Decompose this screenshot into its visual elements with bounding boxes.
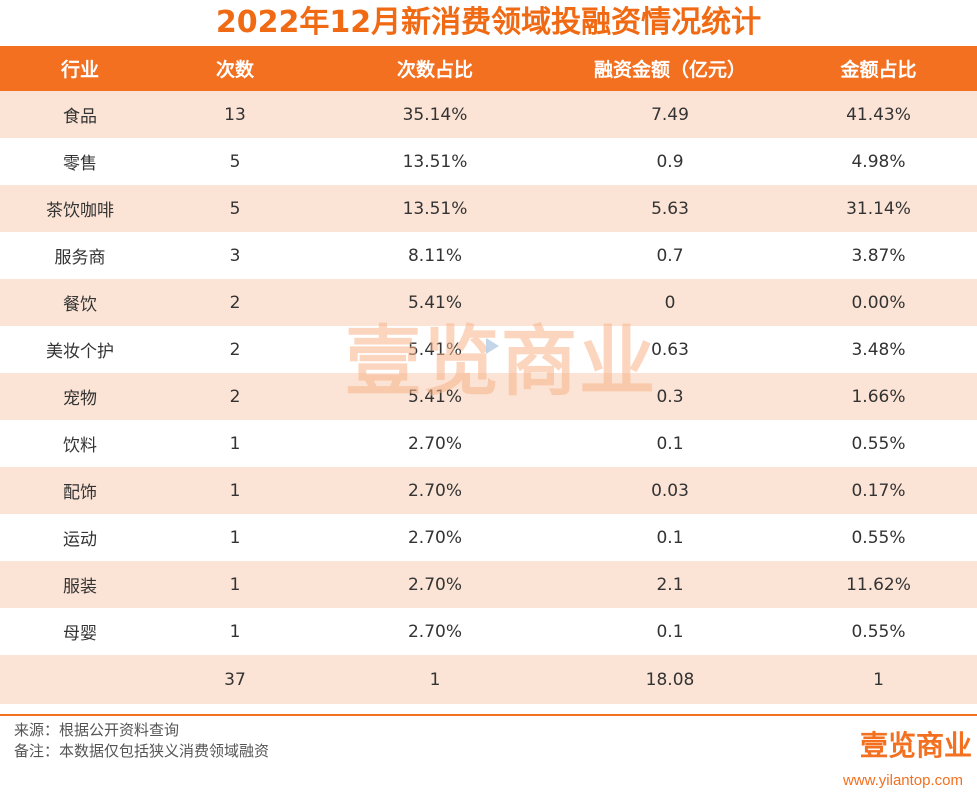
cell-count: 1 bbox=[229, 574, 241, 595]
cell-count: 1 bbox=[229, 433, 241, 454]
table-header: 行业 次数 次数占比 融资金额（亿元） 金额占比 bbox=[0, 46, 977, 91]
cell-amount-share: 1.66% bbox=[851, 386, 906, 407]
header-count: 次数 bbox=[215, 59, 254, 81]
cell-amount-share: 0.55% bbox=[851, 433, 906, 454]
table-row: 母婴 1 2.70% 0.1 0.55% bbox=[0, 608, 977, 655]
cell-amount-share: 31.14% bbox=[846, 198, 911, 219]
header-amount: 融资金额（亿元） bbox=[593, 59, 746, 81]
data-table: 行业 次数 次数占比 融资金额（亿元） 金额占比 食品 13 35.14% 7.49 4… bbox=[0, 46, 977, 704]
table-row: 饮料 1 2.70% 0.1 0.55% bbox=[0, 420, 977, 467]
cell-count: 2 bbox=[229, 386, 241, 407]
cell-industry: 母婴 bbox=[63, 624, 97, 644]
cell-count: 1 bbox=[229, 527, 241, 548]
cell-industry: 零售 bbox=[63, 154, 97, 174]
cell-industry: 服务商 bbox=[54, 248, 106, 268]
cell-amount-share: 4.98% bbox=[851, 151, 906, 172]
table-row: 服装 1 2.70% 2.1 11.62% bbox=[0, 561, 977, 608]
cell-count: 2 bbox=[229, 292, 241, 313]
cell-count-share: 5.41% bbox=[407, 339, 462, 360]
cell-amount-share: 41.43% bbox=[846, 104, 911, 125]
table-row: 餐饮 2 5.41% 0 0.00% bbox=[0, 279, 977, 326]
source-note: 来源：根据公开资料查询 bbox=[14, 721, 180, 739]
cell-count: 3 bbox=[229, 245, 241, 266]
cell-count: 1 bbox=[229, 480, 241, 501]
header-amount-share: 金额占比 bbox=[840, 59, 917, 81]
cell-count-share: 5.41% bbox=[407, 292, 462, 313]
table-row: 食品 13 35.14% 7.49 41.43% bbox=[0, 91, 977, 138]
header-industry: 行业 bbox=[60, 59, 99, 81]
cell-amount: 0.9 bbox=[656, 151, 684, 172]
cell-amount: 5.63 bbox=[651, 198, 689, 219]
cell-industry: 美妆个护 bbox=[46, 342, 114, 362]
cell-count: 37 bbox=[224, 669, 246, 690]
cell-count-share: 2.70% bbox=[407, 621, 462, 642]
cell-count-share: 35.14% bbox=[402, 104, 468, 125]
brand-logo: 壹览商业 bbox=[860, 729, 973, 762]
cell-count-share: 13.51% bbox=[402, 198, 468, 219]
cell-count-share: 8.11% bbox=[407, 245, 462, 266]
cell-count: 13 bbox=[224, 104, 246, 125]
cell-count-share: 2.70% bbox=[407, 527, 462, 548]
cell-industry: 食品 bbox=[63, 107, 97, 127]
cell-count-share: 2.70% bbox=[407, 433, 462, 454]
cell-amount-share: 0.55% bbox=[851, 527, 906, 548]
cell-count: 5 bbox=[229, 198, 241, 219]
cell-count: 1 bbox=[229, 621, 241, 642]
cell-amount: 0.7 bbox=[656, 245, 684, 266]
table-bottom-rule bbox=[0, 714, 977, 716]
page-title: 2022年12月新消费领域投融资情况统计 bbox=[215, 5, 762, 40]
play-icon bbox=[486, 338, 499, 354]
remark-note: 备注：本数据仅包括狭义消费领域融资 bbox=[14, 742, 270, 760]
cell-amount: 18.08 bbox=[645, 669, 695, 690]
cell-amount: 0.03 bbox=[651, 480, 689, 501]
cell-industry: 配饰 bbox=[63, 483, 97, 503]
cell-amount: 0.1 bbox=[656, 433, 684, 454]
cell-amount-share: 0.17% bbox=[851, 480, 906, 501]
cell-amount-share: 1 bbox=[873, 669, 884, 690]
cell-count-share: 13.51% bbox=[402, 151, 468, 172]
cell-count: 5 bbox=[229, 151, 241, 172]
cell-industry: 餐饮 bbox=[63, 295, 97, 315]
table-row: 茶饮咖啡 5 13.51% 5.63 31.14% bbox=[0, 185, 977, 232]
cell-amount: 0 bbox=[664, 292, 676, 313]
cell-count-share: 1 bbox=[429, 669, 441, 690]
cell-amount: 0.1 bbox=[656, 621, 684, 642]
table-row: 零售 5 13.51% 0.9 4.98% bbox=[0, 138, 977, 185]
table-total-row: 37 1 18.08 1 bbox=[0, 655, 977, 704]
cell-amount-share: 3.48% bbox=[851, 339, 906, 360]
cell-amount: 7.49 bbox=[651, 104, 689, 125]
cell-industry: 运动 bbox=[63, 530, 97, 550]
cell-count-share: 2.70% bbox=[407, 480, 462, 501]
cell-industry: 宠物 bbox=[63, 389, 97, 409]
header-count-share: 次数占比 bbox=[396, 59, 473, 81]
table-row: 配饰 1 2.70% 0.03 0.17% bbox=[0, 467, 977, 514]
cell-amount-share: 11.62% bbox=[846, 574, 911, 595]
table-row: 服务商 3 8.11% 0.7 3.87% bbox=[0, 232, 977, 279]
cell-amount-share: 3.87% bbox=[851, 245, 906, 266]
cell-amount-share: 0.00% bbox=[851, 292, 906, 313]
cell-amount: 2.1 bbox=[656, 574, 684, 595]
cell-count: 2 bbox=[229, 339, 241, 360]
website-url: www.yilantop.com bbox=[842, 772, 963, 789]
cell-industry: 饮料 bbox=[63, 436, 97, 456]
cell-amount: 0.3 bbox=[656, 386, 684, 407]
cell-industry: 茶饮咖啡 bbox=[46, 201, 114, 221]
cell-count-share: 2.70% bbox=[407, 574, 462, 595]
cell-count-share: 5.41% bbox=[407, 386, 462, 407]
cell-industry: 服装 bbox=[63, 577, 97, 597]
table-row: 运动 1 2.70% 0.1 0.55% bbox=[0, 514, 977, 561]
table-row: 美妆个护 2 5.41% 0.63 3.48% bbox=[0, 326, 977, 373]
cell-amount: 0.63 bbox=[651, 339, 689, 360]
notes: 来源：根据公开资料查询 备注：本数据仅包括狭义消费领域融资 bbox=[14, 720, 269, 762]
cell-amount-share: 0.55% bbox=[851, 621, 906, 642]
table-row: 宠物 2 5.41% 0.3 1.66% bbox=[0, 373, 977, 420]
cell-amount: 0.1 bbox=[656, 527, 684, 548]
